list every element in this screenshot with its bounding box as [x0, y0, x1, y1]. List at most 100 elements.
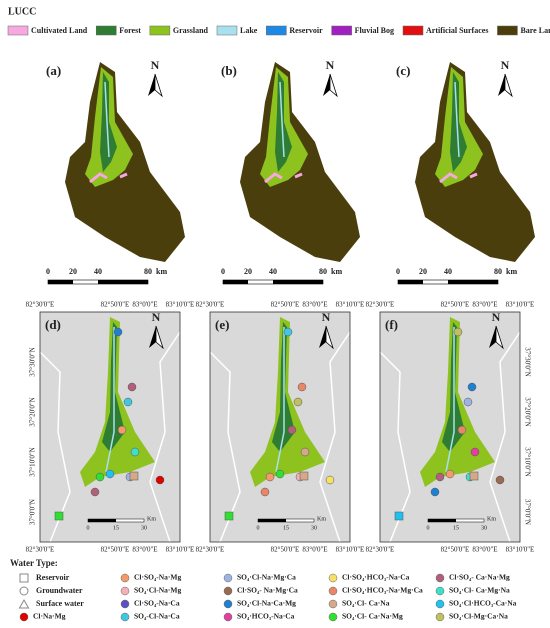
legend-swatch: [120, 612, 130, 622]
lon-label: 82°50'0"E: [101, 546, 130, 554]
legend-swatch: [402, 25, 424, 36]
sample-point: [495, 475, 505, 485]
panel-label: (c): [396, 63, 410, 78]
map: [63, 60, 187, 264]
scale-label: 30: [141, 525, 147, 531]
legend-label: SO₄·Cl- Ca·Na: [342, 599, 390, 608]
lon-label: 82°50'0"E: [271, 301, 300, 309]
scale-bar: [258, 519, 286, 522]
panel-label: (b): [221, 63, 237, 78]
lon-label: 83°0'0"E: [132, 301, 157, 309]
legend-swatch: [216, 25, 238, 36]
lon-label: 82°30'0"E: [26, 301, 55, 309]
legend-label: Cl·SO₄-Na·Mg: [134, 573, 181, 582]
lon-label: 83°0'0"E: [302, 301, 327, 309]
legend-swatch: [435, 586, 445, 596]
scale-label: 15: [453, 525, 459, 531]
map-frame: [39, 311, 181, 543]
lon-label: 83°0'0"E: [302, 546, 327, 554]
north-arrow: [154, 73, 163, 98]
lon-label: 83°10'0"E: [336, 301, 365, 309]
north-arrow: [489, 326, 496, 348]
scale-unit: Km: [317, 516, 326, 522]
legend-label: SO₄·Cl-Na·Mg·Ca: [237, 573, 296, 582]
legend-swatch: [328, 599, 338, 609]
legend-label: Forest: [119, 26, 141, 35]
scale-bar: [48, 280, 73, 284]
legend-swatch: [149, 25, 171, 36]
sample-point: [265, 472, 275, 482]
legend-label: Cl·SO₄·HCO₃-Na·Mg·Ca: [342, 586, 423, 595]
legend-label: Bare Land: [520, 26, 550, 35]
lon-label: 83°10'0"E: [506, 301, 535, 309]
legend-swatch: [328, 586, 338, 596]
legend-swatch: [223, 599, 233, 609]
scale-label: 80: [494, 267, 502, 276]
source-symbol: [18, 598, 30, 609]
scale-label: 80: [144, 267, 152, 276]
panel-label: (e): [215, 317, 229, 332]
legend-swatch: [435, 612, 445, 622]
panel-label: (f): [385, 317, 398, 332]
legend-swatch: [328, 612, 338, 622]
legend-label: Groundwater: [36, 586, 83, 595]
legend-label: Lake: [240, 26, 258, 35]
scale-bar: [398, 280, 423, 284]
legend-swatch: [435, 599, 445, 609]
lon-label: 83°0'0"E: [132, 546, 157, 554]
map-frame: [379, 311, 521, 543]
lat-label: 37°20'0"N: [523, 397, 531, 426]
legend-label: Cl·Na·Mg: [33, 612, 66, 621]
scale-unit: Km: [147, 516, 156, 522]
reservoir-sample: [469, 471, 479, 481]
scale-label: 80: [319, 267, 327, 276]
north-arrow: [495, 325, 504, 350]
lat-label: 37°20'0"N: [29, 397, 37, 426]
scale-label: 0: [87, 525, 90, 531]
lon-label: 82°50'0"E: [271, 546, 300, 554]
legend-label: Cl·SO₄·HCO₃-Na·Ca: [342, 573, 410, 582]
sample-point: [283, 327, 293, 337]
sample-point: [435, 472, 445, 482]
lon-label: 82°30'0"E: [196, 546, 225, 554]
lat-label: 37°30'0"N: [523, 347, 531, 376]
lat-label: 37°10'0"N: [523, 447, 531, 476]
legend-swatch: [19, 612, 29, 622]
north-label: N: [492, 310, 501, 324]
legend-swatch: [223, 573, 233, 583]
legend-label: Surface water: [36, 599, 84, 608]
lon-label: 82°50'0"E: [101, 301, 130, 309]
sample-point: [457, 425, 467, 435]
legend-label: SO₄·Cl-Na·Mg: [134, 586, 181, 595]
sample-point: [430, 487, 440, 497]
north-arrow: [325, 325, 334, 350]
scale-label: 15: [283, 525, 289, 531]
map: [379, 311, 521, 543]
legend-label: Cl·SO₄- Ca·Na·Mg: [449, 573, 510, 582]
sample-point: [325, 475, 335, 485]
map: [413, 60, 537, 264]
source-symbol: [19, 573, 29, 583]
scale-label: 20: [419, 267, 427, 276]
legend-swatch: [7, 25, 29, 36]
lat-label: 37°30'0"N: [29, 347, 37, 376]
north-arrow: [148, 74, 155, 96]
legend-swatch: [223, 586, 233, 596]
sample-point: [95, 472, 105, 482]
sample-point: [287, 425, 297, 435]
scale-bar: [273, 280, 323, 284]
legend-label: SO₄·Cl- Ca·Na·Mg: [342, 612, 403, 621]
scale-label: 15: [113, 525, 119, 531]
scale-unit: km: [331, 267, 342, 276]
north-label: N: [326, 58, 335, 72]
north-arrow: [323, 74, 330, 96]
source-symbol: [19, 586, 29, 596]
north-label: N: [152, 310, 161, 324]
sample-point: [127, 382, 137, 392]
scale-label: 0: [427, 525, 430, 531]
panel-label: (a): [46, 63, 61, 78]
map: [209, 311, 351, 543]
legend-title: Water Type:: [10, 558, 58, 568]
legend-swatch: [95, 25, 117, 36]
